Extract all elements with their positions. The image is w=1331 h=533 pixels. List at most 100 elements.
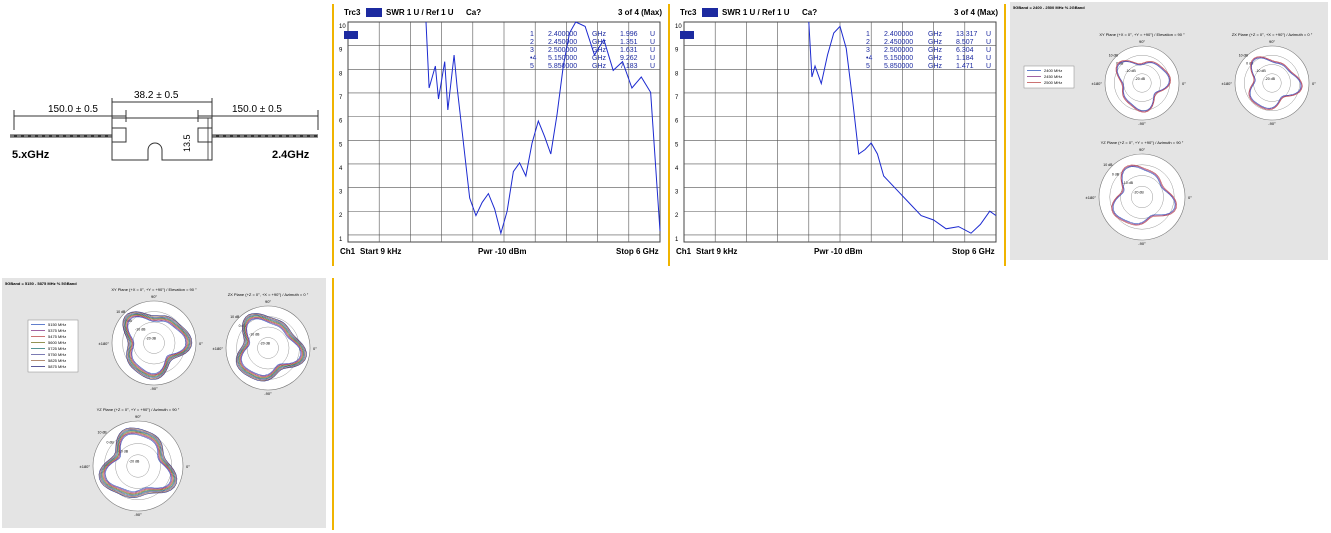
polar5-zx-label-right: 0° bbox=[313, 346, 317, 351]
antenna-body bbox=[111, 117, 213, 161]
polar24-zx-r4: -20 dB bbox=[1265, 77, 1276, 81]
vna1-y-tick: 9 bbox=[339, 48, 343, 54]
polar24-yz-pattern-trace bbox=[1111, 164, 1178, 226]
vna2-y-tick: 10 bbox=[675, 24, 682, 30]
vna2-marker-vunit: U bbox=[986, 39, 991, 46]
vna2-y-tick: 4 bbox=[675, 166, 679, 172]
vna2-y-ticks: 10 9 8 7 6 5 4 3 2 1 bbox=[675, 24, 682, 243]
polar5-zx-ring bbox=[257, 337, 279, 359]
vna1-y-tick: 3 bbox=[339, 190, 343, 196]
polar5-zx-pattern-trace bbox=[235, 313, 307, 382]
polar5-yz-ring bbox=[115, 443, 161, 489]
dim-height: 13.5 bbox=[182, 134, 192, 152]
polar5-legend-entry: 5150 MHz bbox=[48, 322, 66, 327]
vna2-trace: Trc3 bbox=[680, 8, 697, 17]
polar5-legend-entry: 5825 MHz bbox=[48, 358, 66, 363]
polar5-legend-entry: 5725 MHz bbox=[48, 346, 66, 351]
polar5-xy-pattern-trace bbox=[123, 312, 192, 380]
vna2-y-tick: 2 bbox=[675, 213, 679, 219]
vna1-y-tick: 4 bbox=[339, 166, 343, 172]
vna2-marker-unit: GHz bbox=[928, 63, 943, 70]
vna2-marker-freq: 2.400000 bbox=[884, 31, 913, 38]
polar5-xy-ring bbox=[143, 332, 165, 354]
vna1-marker-num: 5 bbox=[530, 63, 534, 70]
dim-left: 150.0 ± 0.5 bbox=[48, 104, 98, 115]
polar24-xy-pattern-trace bbox=[1116, 60, 1171, 112]
polar5-yz-pattern-trace bbox=[99, 428, 177, 498]
vna2-marker-vunit: U bbox=[986, 31, 991, 38]
polar24-yz-pattern-trace bbox=[1112, 165, 1177, 225]
vna1-marker-freq: 2.400000 bbox=[548, 31, 577, 38]
vna1-marker-vunit: U bbox=[650, 39, 655, 46]
polar24-yz-ring bbox=[1131, 186, 1153, 208]
polar24-zx-pattern-trace bbox=[1248, 56, 1303, 111]
polar24-legend-entry: 2400 MHz bbox=[1044, 68, 1062, 73]
polar5-xy-title: XY Plane (+X = 0°, +Y = +90°) / Elevatio… bbox=[111, 287, 197, 292]
vna2-marker-table: 1 2.400000 GHz 13.317 U 2 2.450000 GHz 8.507 U 3 2.… bbox=[866, 31, 991, 70]
vna1-marker-unit: GHz bbox=[592, 55, 607, 62]
vna2-trace-line bbox=[808, 21, 997, 234]
vna1-param: SWR 1 U / Ref 1 U bbox=[386, 8, 454, 17]
polar24-yz-label-left: ±180° bbox=[1086, 195, 1097, 200]
vna1-trace-swatch bbox=[366, 8, 382, 17]
vna1-marker-freq: 5.150000 bbox=[548, 55, 577, 62]
vna2-marker-unit: GHz bbox=[928, 39, 943, 46]
vna2-marker-freq: 5.850000 bbox=[884, 63, 913, 70]
vna1-y-tick: 8 bbox=[339, 71, 343, 77]
polar24-yz-title: YZ Plane (+Z = 0°, +Y = +90°) / Azimuth … bbox=[1101, 140, 1184, 145]
vna1-y-ticks: 10 9 8 7 6 5 4 3 2 1 bbox=[339, 24, 346, 243]
polar24-xy-label-right: 0° bbox=[1182, 81, 1186, 86]
vna1-marker-value: 1.631 bbox=[620, 47, 638, 54]
vna1-marker-freq: 2.500000 bbox=[548, 47, 577, 54]
vna2-marker-num: 1 bbox=[866, 31, 870, 38]
vna1-grid bbox=[347, 21, 661, 243]
polar24-xy-label-bottom: -90° bbox=[1138, 121, 1146, 126]
polar5-yz-pattern-trace bbox=[104, 433, 172, 492]
vna1-y-tick: 10 bbox=[339, 24, 346, 30]
vna2-y-tick: 6 bbox=[675, 119, 679, 125]
polar24-header: 5GBand = 2400 - 2500 MHz % 2GBand bbox=[1013, 5, 1085, 10]
polar5-yz-r1: 10 dB bbox=[98, 431, 108, 435]
polar24-zx-pattern-trace bbox=[1249, 57, 1302, 109]
polar5-xy-pattern-trace bbox=[126, 315, 188, 375]
vna1-trace: Trc3 bbox=[344, 8, 361, 17]
polar5-zx-pattern-trace bbox=[241, 318, 301, 376]
vna2-y-tick: 3 bbox=[675, 190, 679, 196]
vna2-marker-freq: 2.450000 bbox=[884, 39, 913, 46]
polar24-legend-entry: 2500 MHz bbox=[1044, 80, 1062, 85]
vna1-marker-num: 3 bbox=[530, 47, 534, 54]
polar24-xy-r3: -10 dB bbox=[1125, 69, 1136, 73]
polar24-zx-ring bbox=[1244, 55, 1300, 111]
polar5-yz-pattern-trace bbox=[100, 429, 176, 497]
polar24-yz-plot: YZ Plane (+Z = 0°, +Y = +90°) / Azimuth … bbox=[1086, 140, 1193, 246]
polar5-zx-label-top: 90° bbox=[265, 299, 271, 304]
dim-mid: 38.2 ± 0.5 bbox=[134, 90, 179, 101]
vna1-footer-pwr: Pwr -10 dBm bbox=[478, 247, 526, 256]
vna2-marker-freq: 5.150000 bbox=[884, 55, 913, 62]
polar5-yz-ring bbox=[126, 454, 150, 478]
polar24-zx-r1: 10 dB bbox=[1239, 53, 1249, 57]
vna2-marker-vunit: U bbox=[986, 55, 991, 62]
vna1-marker-value: 7.183 bbox=[620, 63, 638, 70]
polar5-header: 5GBand = 5150 - 5875 MHz % 5GBand bbox=[5, 281, 77, 286]
polar5-xy-r1: 10 dB bbox=[116, 310, 126, 314]
polar5-xy-r3: -10 dB bbox=[135, 327, 146, 331]
vna2-svg: Trc3 SWR 1 U / Ref 1 U Ca? 3 of 4 (Max) … bbox=[675, 8, 998, 256]
vna2-y-tick: 5 bbox=[675, 142, 679, 148]
vna1-marker-vunit: U bbox=[650, 55, 655, 62]
polar24-yz-r4: -20 dB bbox=[1133, 191, 1144, 195]
polar24-yz-label-bottom: -90° bbox=[1138, 241, 1146, 246]
vna1-marker-freq: 5.850000 bbox=[548, 63, 577, 70]
vna1-marker-num: 2 bbox=[530, 39, 534, 46]
polar24-yz-r3: -10 dB bbox=[1123, 181, 1134, 185]
polar24-zx-title: ZX Plane (+Z = 0°, +X = +90°) / Azimuth … bbox=[1232, 32, 1313, 37]
vna2-marker-num: •4 bbox=[866, 55, 872, 62]
vna1-y-tick: 7 bbox=[339, 95, 343, 101]
polar5-legend-entry: 5375 MHz bbox=[48, 328, 66, 333]
polar5-legend-entry: 5600 MHz bbox=[48, 340, 66, 345]
vna2-cal: Ca? bbox=[802, 8, 817, 17]
vna2-marker-value: 13.317 bbox=[956, 31, 978, 38]
vna1-marker-num: •4 bbox=[530, 55, 536, 62]
vna1-marker-vunit: U bbox=[650, 31, 655, 38]
